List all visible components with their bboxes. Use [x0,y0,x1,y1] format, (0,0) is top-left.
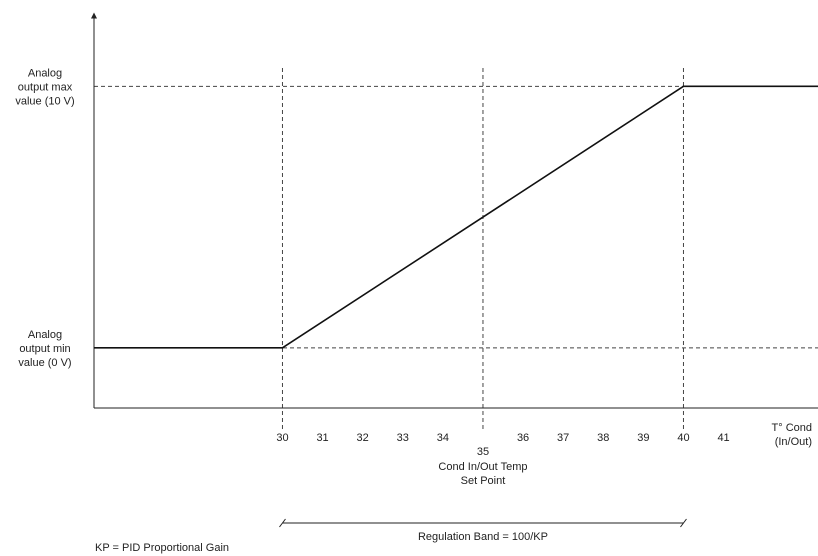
band-bracket-left-tick [279,518,286,528]
y-axis-arrow-icon [91,12,97,19]
x-axis-label-line-2: (In/Out) [775,436,812,448]
x-tick-label-31: 31 [316,432,328,444]
y-level-label-0-line-3: value (0 V) [18,357,71,369]
y-level-label-10-line-2: output max [18,81,73,93]
footnote: KP = PID Proportional Gain [95,542,229,554]
y-level-label-0-line-2: output min [19,343,70,355]
guide-lines [94,68,818,430]
x-tick-label-33: 33 [397,432,409,444]
set-point-label-line-1: Cond In/Out Temp [438,461,527,473]
y-level-label-10-line-3: value (10 V) [15,95,74,107]
labels-layer: 30 31 32 33 34 35 36 37 38 39 40 41 Cond In/Out Temp… [15,67,812,554]
x-tick-label-36: 36 [517,432,529,444]
band-bracket-right-tick [680,518,687,528]
series-line-0 [94,85,818,349]
x-tick-label-35: 35 [477,446,489,458]
x-tick-label-32: 32 [357,432,369,444]
x-tick-label-30: 30 [276,432,288,444]
x-axis-label-line-1: T° Cond [772,422,812,434]
y-level-label-0-line-1: Analog [28,329,62,341]
series-layer [94,85,818,349]
axes [91,12,818,409]
x-tick-label-34: 34 [437,432,449,444]
x-tick-label-38: 38 [597,432,609,444]
set-point-label-line-2: Set Point [461,475,506,487]
y-level-label-10-line-1: Analog [28,67,62,79]
x-tick-label-41: 41 [717,432,729,444]
x-tick-label-37: 37 [557,432,569,444]
x-tick-label-39: 39 [637,432,649,444]
x-tick-label-40: 40 [677,432,689,444]
band-label: Regulation Band = 100/KP [418,531,548,543]
